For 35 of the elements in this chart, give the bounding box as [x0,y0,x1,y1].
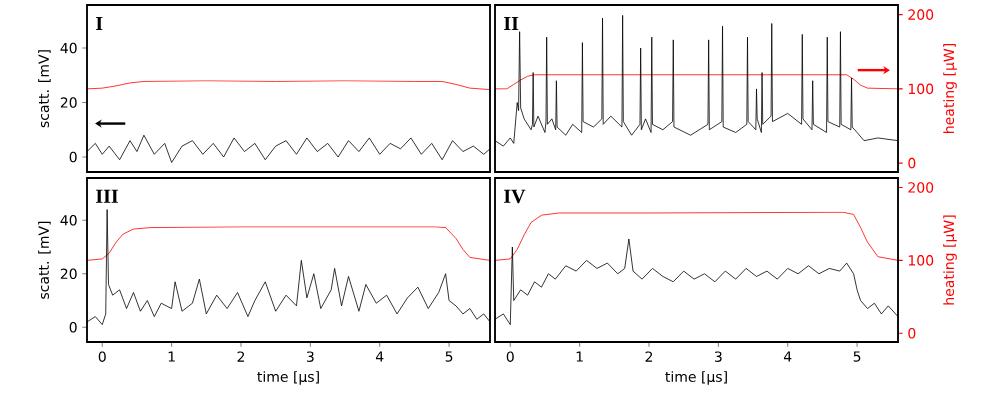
line-series [495,211,899,261]
x-tick-label: 4 [783,351,792,362]
y-axis-title: scatt. [mV] [38,221,51,299]
x-axis-title: time [µs] [257,371,319,385]
x-tick-label: 5 [445,351,453,362]
y-axis-title: scatt. [mV] [38,50,51,128]
x-tick-label: 5 [853,351,861,362]
y2-tick-label: 0 [908,157,916,169]
annotation: I [96,16,103,31]
x-tick-label: 2 [645,351,653,362]
annotation: III [96,189,118,203]
x-tick-label: 0 [98,351,106,362]
y-tick-label: 40 [60,42,77,54]
x-tick-label: 4 [375,351,384,362]
annotation: IV [504,189,526,204]
y-tick-label: 40 [60,214,77,226]
x-tick-label: 3 [306,351,314,362]
y2-tick-label: 0 [908,327,916,339]
y2-tick-label: 200 [908,182,934,193]
y-tick-label: 20 [60,268,77,280]
y2-axis-title: heating [µW] [943,215,957,305]
y-tick-label: 0 [69,321,77,333]
x-tick-label: 1 [576,351,583,362]
x-tick-label: 0 [506,351,514,362]
x-tick-label: 3 [714,351,722,362]
y-tick-label: 20 [60,97,77,108]
y2-tick-label: 200 [908,9,934,20]
x-tick-label: 2 [237,351,245,362]
y2-tick-label: 100 [908,255,934,266]
y2-axis-title: heating [µW] [943,44,957,133]
y2-tick-label: 100 [908,83,934,95]
x-tick-label: 1 [168,351,175,362]
x-axis-title: time [µs] [665,371,727,385]
annotation: II [504,16,519,31]
y-tick-label: 0 [69,151,77,163]
